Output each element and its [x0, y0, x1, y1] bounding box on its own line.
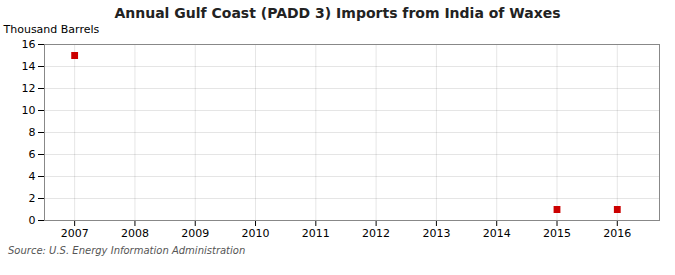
- svg-text:2008: 2008: [121, 227, 149, 240]
- svg-text:0: 0: [29, 214, 36, 227]
- svg-text:16: 16: [22, 38, 36, 51]
- svg-text:2009: 2009: [181, 227, 209, 240]
- svg-text:2016: 2016: [603, 227, 631, 240]
- svg-text:2014: 2014: [483, 227, 511, 240]
- svg-text:10: 10: [22, 104, 36, 117]
- html-text:Source: U.S. Energy Informatio: Source: U.S. Energy Information Administ…: [8, 245, 246, 256]
- svg-text:2012: 2012: [362, 227, 390, 240]
- svg-text:2015: 2015: [543, 227, 571, 240]
- svg-text:6: 6: [29, 148, 36, 161]
- svg-text:12: 12: [22, 82, 36, 95]
- svg-text:2: 2: [29, 192, 36, 205]
- svg-text:2013: 2013: [422, 227, 450, 240]
- svg-text:4: 4: [29, 170, 36, 183]
- svg-text:2011: 2011: [302, 227, 330, 240]
- html-text:Annual Gulf Coast (PADD 3) Imp: Annual Gulf Coast (PADD 3) Imports from …: [114, 5, 561, 21]
- svg-text:Thousand Barrels: Thousand Barrels: [3, 23, 100, 36]
- svg-text:8: 8: [29, 126, 36, 139]
- svg-text:2010: 2010: [242, 227, 270, 240]
- svg-text:2007: 2007: [61, 227, 89, 240]
- svg-text:14: 14: [22, 60, 36, 73]
